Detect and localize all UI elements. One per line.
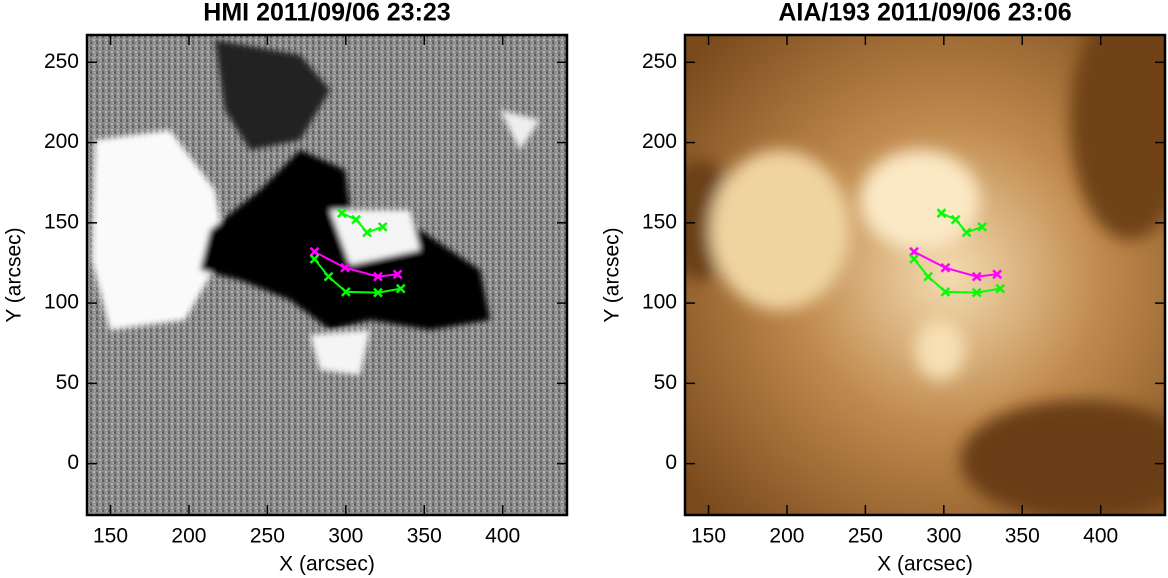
point-marker (940, 262, 951, 273)
x-tick-label: 200 (171, 525, 206, 548)
series-line (341, 212, 384, 234)
x-axis-label: X (arcsec) (877, 553, 973, 576)
y-tick-label: 0 (665, 451, 677, 474)
point-marker (909, 246, 919, 257)
point-marker (971, 287, 982, 298)
point-marker (323, 271, 334, 282)
point-marker (392, 269, 403, 280)
point-marker (309, 254, 320, 264)
point-marker (977, 221, 988, 232)
point-marker (950, 214, 961, 225)
series-line (941, 212, 983, 234)
y-tick-label: 200 (642, 130, 677, 153)
y-tick-label: 100 (642, 291, 677, 314)
point-marker (909, 254, 919, 264)
y-tick-label: 50 (654, 371, 677, 394)
point-marker (961, 227, 972, 238)
y-tick-label: 150 (642, 210, 677, 233)
x-tick-label: 300 (926, 525, 961, 548)
plot-frame (85, 33, 569, 517)
x-tick-label: 400 (1083, 525, 1118, 548)
point-marker (936, 208, 947, 219)
x-tick-label: 300 (328, 525, 363, 548)
point-marker (377, 221, 388, 232)
y-tick-label: 100 (44, 291, 79, 314)
chart-title: AIA/193 2011/09/06 23:06 (778, 0, 1071, 27)
x-tick-label: 200 (769, 525, 804, 548)
hmi-image (87, 35, 567, 515)
y-tick-label: 200 (44, 130, 79, 153)
point-marker (995, 283, 1006, 294)
point-marker (395, 283, 406, 294)
point-marker (362, 227, 372, 238)
point-marker (971, 271, 982, 282)
x-tick-label: 250 (848, 525, 883, 548)
point-marker (923, 271, 934, 282)
y-tick-label: 0 (67, 451, 79, 474)
y-tick-label: 250 (44, 50, 79, 73)
point-marker (351, 214, 361, 225)
point-marker (337, 208, 347, 219)
y-tick-label: 250 (642, 50, 677, 73)
x-tick-label: 350 (407, 525, 442, 548)
x-tick-label: 400 (485, 525, 520, 548)
y-tick-label: 50 (56, 371, 79, 394)
point-marker (940, 286, 951, 297)
series-line (313, 250, 398, 278)
x-tick-label: 150 (691, 525, 726, 548)
y-axis-label: Y (arcsec) (601, 227, 624, 322)
x-tick-label: 150 (93, 525, 128, 548)
x-tick-label: 350 (1005, 525, 1040, 548)
series-line (913, 250, 998, 278)
point-marker (340, 262, 350, 273)
point-marker (373, 271, 383, 282)
plot-frame (683, 33, 1167, 517)
x-axis-label: X (arcsec) (279, 553, 375, 576)
point-marker (309, 246, 320, 257)
y-tick-label: 150 (44, 210, 79, 233)
y-axis-label: Y (arcsec) (3, 227, 26, 322)
point-marker (992, 269, 1003, 280)
point-marker (340, 286, 351, 297)
chart-title: HMI 2011/09/06 23:23 (203, 0, 450, 27)
x-tick-label: 250 (250, 525, 285, 548)
point-marker (373, 287, 383, 298)
